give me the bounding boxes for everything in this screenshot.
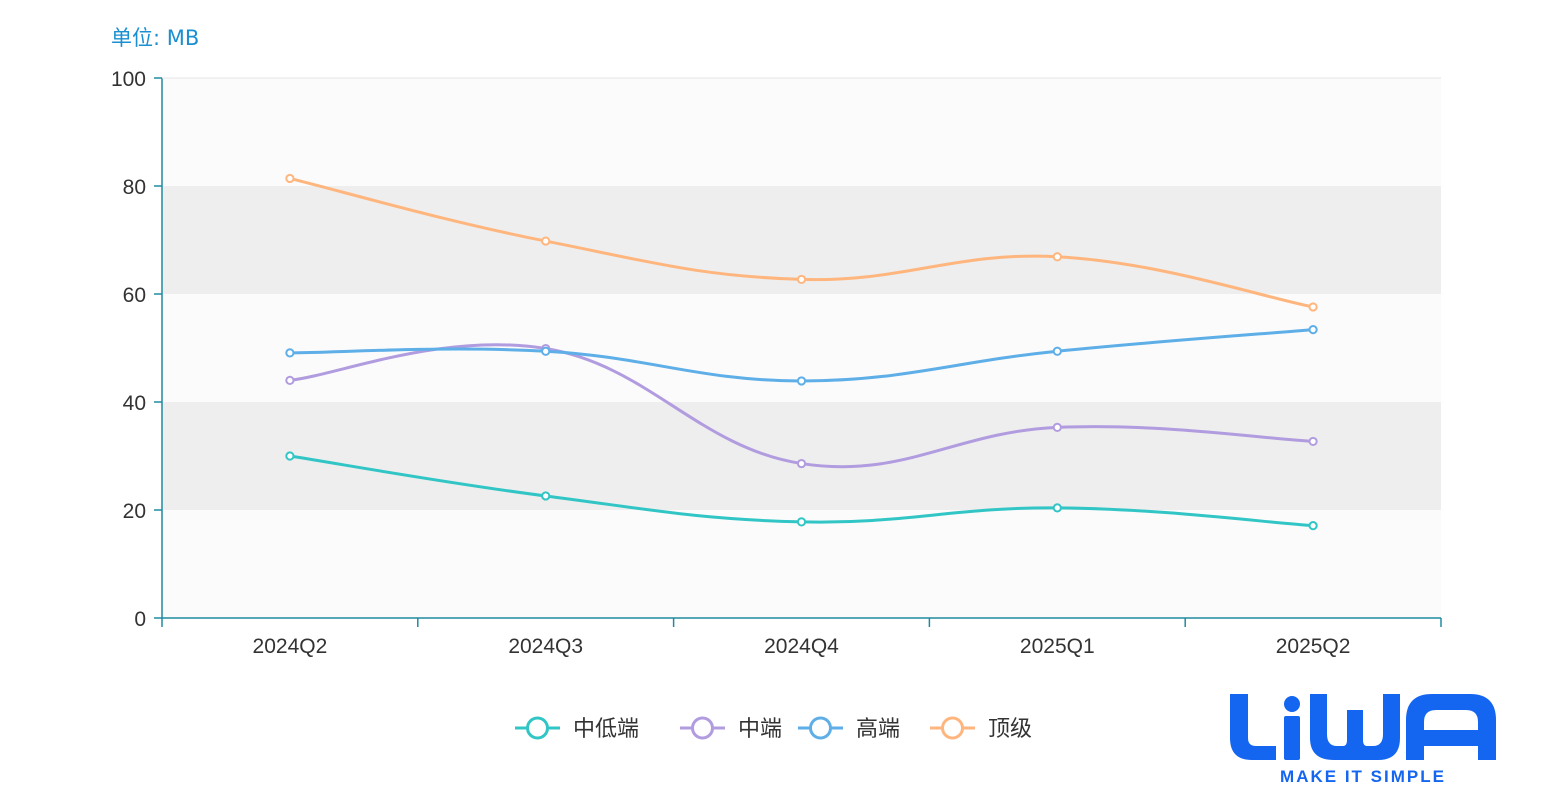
data-point — [285, 348, 295, 358]
grid-bands — [162, 78, 1441, 618]
data-point — [541, 346, 551, 356]
y-tick-label: 80 — [123, 176, 146, 199]
data-point — [796, 458, 807, 469]
x-tick-label: 2024Q3 — [508, 635, 583, 658]
x-tick-label: 2025Q1 — [1020, 635, 1095, 658]
data-point — [285, 451, 295, 461]
x-tick-label: 2025Q2 — [1276, 635, 1351, 658]
legend-marker — [526, 716, 549, 740]
legend-marker — [941, 716, 964, 740]
legend-marker — [691, 716, 714, 740]
x-tick-label: 2024Q4 — [764, 635, 839, 658]
legend-label: 中端 — [738, 717, 782, 742]
data-point — [796, 274, 807, 285]
data-point — [541, 236, 551, 246]
y-tick-label: 40 — [123, 392, 146, 415]
y-tick-label: 0 — [134, 608, 146, 631]
data-point — [1052, 503, 1062, 513]
y-tick-label: 20 — [123, 500, 146, 523]
data-point — [1308, 521, 1318, 531]
grid-band — [162, 294, 1441, 402]
data-point — [1308, 302, 1318, 312]
legend-item: 中端 — [680, 716, 782, 742]
data-point — [796, 376, 807, 386]
grid-band — [162, 510, 1441, 618]
data-point — [1308, 325, 1318, 335]
legend: 中低端 中端 高端 顶级 — [515, 716, 1032, 742]
data-point — [285, 173, 295, 184]
data-point — [796, 517, 807, 527]
legend-label: 顶级 — [988, 717, 1032, 742]
data-point — [1052, 346, 1062, 356]
legend-item: 高端 — [798, 716, 900, 742]
legend-item: 中低端 — [515, 716, 639, 742]
grid-band — [162, 78, 1441, 186]
data-point — [541, 491, 551, 501]
y-axis-unit-label: 单位: MB — [111, 26, 200, 50]
data-point — [285, 375, 295, 385]
liwa-logo: MAKE IT SIMPLE — [1230, 694, 1496, 786]
data-points — [285, 173, 1318, 531]
data-point — [1052, 422, 1062, 432]
logo-tagline: MAKE IT SIMPLE — [1280, 767, 1446, 786]
y-tick-label: 60 — [123, 284, 146, 307]
data-point — [1308, 436, 1318, 447]
legend-label: 高端 — [856, 717, 900, 742]
legend-item: 顶级 — [930, 716, 1032, 742]
axes: 0 20 40 60 80 100 2024Q2 2024Q3 2024Q4 2025Q1 2025… — [111, 68, 1442, 658]
legend-marker — [809, 716, 832, 740]
data-point — [1052, 252, 1062, 262]
x-tick-label: 2024Q2 — [253, 635, 328, 658]
legend-label: 中低端 — [573, 717, 639, 742]
y-tick-label: 100 — [111, 68, 146, 91]
grid-band — [162, 402, 1441, 510]
